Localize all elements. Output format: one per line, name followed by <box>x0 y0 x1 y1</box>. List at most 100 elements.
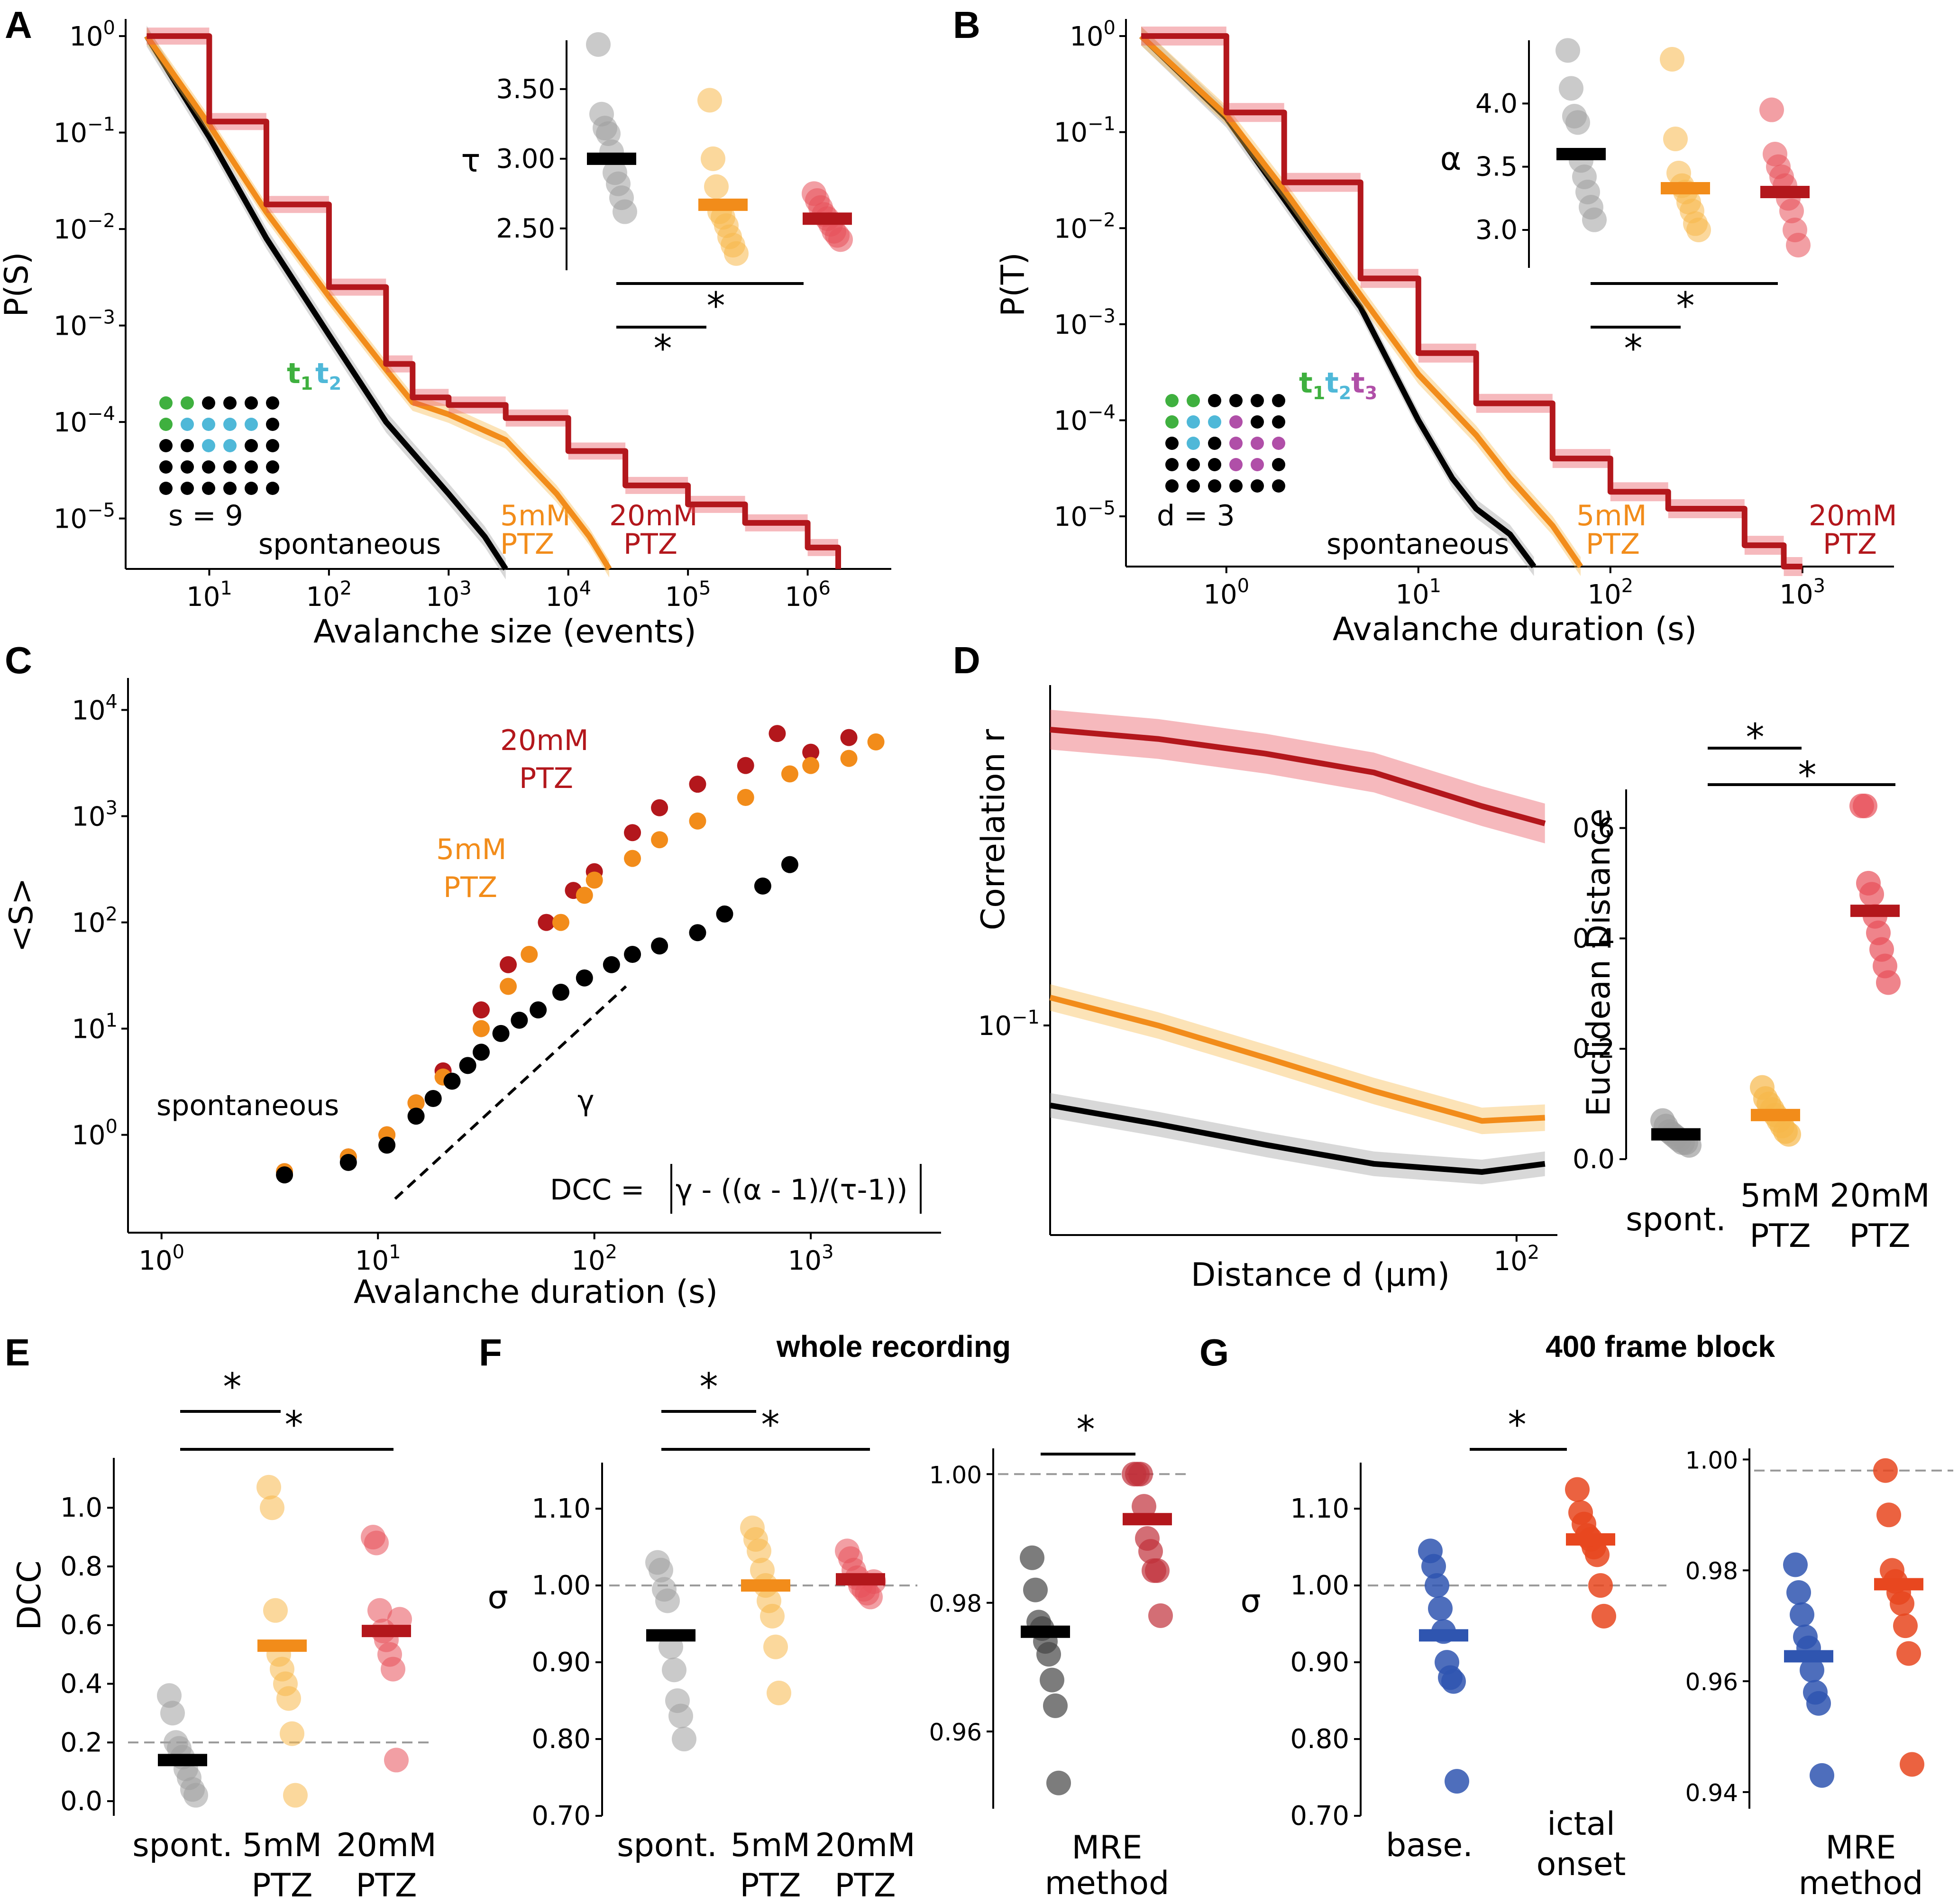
panel-g-right-y-tick-label: 0.94 <box>1685 1779 1738 1807</box>
panel-g: 400 frame block σ * MRE method 0.70 0.80 0… <box>1240 1329 1953 1902</box>
panel-b-20mm-ptz-label: PTZ <box>1823 528 1877 561</box>
panel-e-sig-star-2: * <box>285 1404 303 1446</box>
panel-e-1-category-label: PTZ <box>251 1867 312 1904</box>
panel-g-left-group-1-point <box>1588 1573 1613 1598</box>
panel-f-mre-label-line2: method <box>1045 1865 1170 1902</box>
panel-b-electrode-dot <box>1272 415 1285 429</box>
panel-e-y-tick-label: 0.6 <box>60 1610 102 1641</box>
panel-e-group-0-point <box>183 1783 208 1808</box>
panel-e-group-1-point <box>283 1783 308 1808</box>
panel-c-y-tick-label: 104 <box>72 691 118 726</box>
panel-a-inset-y-tick-label: 3.00 <box>496 144 555 174</box>
panel-e-group-2-point <box>384 1748 409 1773</box>
panel-f-right-group-0-point <box>1023 1577 1048 1602</box>
panel-b-inset-group-1-point <box>1686 218 1711 242</box>
panel-c-point-5mm-ptz <box>737 789 754 806</box>
panel-e-group-2-point <box>364 1530 389 1556</box>
panel-d-inset-sig-star-2: * <box>1798 754 1817 797</box>
panel-d-inset-group-2-point <box>1876 970 1901 995</box>
panel-b-inset-group-0-point <box>1582 207 1607 232</box>
panel-b-y-tick-label: 10−1 <box>1054 113 1116 148</box>
panel-c-point-5mm-ptz <box>576 887 593 904</box>
panel-a-electrode-dot <box>202 482 215 495</box>
panel-a-inset-y-tick-label: 2.50 <box>496 213 555 244</box>
panel-a-electrode-dot <box>245 482 258 495</box>
panel-b-inset-y-tick-label: 4.0 <box>1475 88 1518 119</box>
panel-a-x-tick-label: 106 <box>785 577 831 613</box>
panel-c-point-spontaneous <box>443 1072 461 1090</box>
panel-b-electrode-dot <box>1272 479 1285 493</box>
panel-b-electrode-dot <box>1187 437 1200 450</box>
panel-b-electrode-grid <box>1165 394 1285 493</box>
panel-d-inset-y-tick-label: 0.4 <box>1573 923 1615 954</box>
panel-d-inset-1-category-label: PTZ <box>1749 1217 1811 1255</box>
panel-g-right-y-tick-label: 1.00 <box>1685 1446 1738 1474</box>
panel-b-inset-group-2-point <box>1786 233 1811 257</box>
panel-c-point-spontaneous <box>603 956 620 973</box>
panel-c-point-20mm-ptz <box>769 725 786 742</box>
panel-b-electrode-dot <box>1165 458 1179 471</box>
panel-a-y-tick-label: 10−3 <box>54 307 115 342</box>
panel-e-y-tick-label: 0.0 <box>60 1786 102 1817</box>
panel-b-ylabel: P(T) <box>995 252 1032 317</box>
panel-c-point-spontaneous <box>716 905 733 923</box>
panel-f-right-group-0-point <box>1040 1667 1064 1693</box>
panel-b-inset-group-1-point <box>1660 47 1684 72</box>
panel-f-left-y-tick-label: 0.80 <box>531 1724 591 1755</box>
panel-label-e: E <box>5 1331 30 1373</box>
panel-a-series-0-band <box>146 26 506 580</box>
panel-b-electrode-dot <box>1165 479 1179 493</box>
panel-g-right-y-tick-label: 0.96 <box>1685 1668 1738 1696</box>
panel-c-x-tick-label: 103 <box>788 1241 834 1276</box>
panel-g-left-0-category-label: base. <box>1386 1827 1473 1864</box>
panel-d-inset-y-tick-label: 0.6 <box>1573 813 1615 843</box>
panel-f-left-1-category-label: 5mM <box>731 1827 810 1864</box>
panel-c-point-spontaneous <box>459 1057 476 1074</box>
panel-b-inset-group-2-point <box>1759 97 1784 122</box>
panel-c-y-tick-label: 101 <box>72 1010 118 1045</box>
panel-b-5mm-label: 5mM <box>1576 499 1647 532</box>
panel-f-sig-star-1: * <box>700 1366 718 1409</box>
panel-c-point-spontaneous <box>424 1089 442 1107</box>
panel-c-spontaneous-label: spontaneous <box>156 1089 339 1122</box>
panel-a-electrode-dot <box>223 482 237 495</box>
panel-b-series-2-line <box>1141 33 1802 569</box>
panel-a-electrode-dot <box>159 460 173 474</box>
panel-b-series-0-line <box>1139 34 1537 568</box>
panel-c-point-5mm-ptz <box>624 850 641 867</box>
panel-d-y-tick-label: 10−1 <box>978 1007 1040 1042</box>
panel-a-inset-group-1-point <box>704 174 729 199</box>
panel-c-point-spontaneous <box>530 1001 547 1019</box>
panel-c-5mm-ptz-label: PTZ <box>443 871 497 904</box>
panel-c-point-spontaneous <box>511 1011 528 1029</box>
panel-d-series-1-line <box>1049 995 1546 1124</box>
panel-a-series-1-band <box>146 27 610 578</box>
panel-a-x-tick-label: 104 <box>545 577 591 613</box>
panel-b-legend-t1: t1 <box>1299 366 1325 403</box>
panel-b-y-tick-label: 10−3 <box>1054 305 1116 340</box>
panel-e-group-1-point <box>280 1721 304 1746</box>
panel-a-electrode-dot <box>181 439 194 452</box>
panel-b-electrode-dot <box>1165 437 1179 450</box>
panel-e-1-category-label: 5mM <box>242 1827 322 1864</box>
panel-c-point-spontaneous <box>472 1044 490 1061</box>
panel-g-right-y-tick-label: 0.98 <box>1685 1557 1738 1585</box>
panel-a-legend-t2: t2 <box>315 357 341 394</box>
panel-c-5mm-label: 5mM <box>436 833 506 866</box>
panel-label-g: G <box>1199 1331 1229 1373</box>
panel-b: P(T) Avalanche duration (s) spontaneous … <box>995 17 1897 648</box>
panel-a-electrode-dot <box>223 460 237 474</box>
panel-b-electrode-dot <box>1208 394 1221 407</box>
panel-d-series-0-line <box>1050 727 1546 826</box>
panel-e-0-category-label: spont. <box>132 1827 233 1864</box>
panel-a-electrode-dot <box>181 418 194 431</box>
panel-g-left-y-tick-label: 1.00 <box>1290 1570 1349 1601</box>
panel-c-point-20mm-ptz <box>802 743 820 761</box>
panel-a-legend-t1: t1 <box>287 357 313 394</box>
panel-c-point-20mm-ptz <box>624 824 641 842</box>
panel-c-point-spontaneous <box>651 937 668 955</box>
panel-a-spontaneous-label: spontaneous <box>258 528 441 561</box>
panel-f-left-group-0-point <box>655 1588 680 1613</box>
panel-a-inset-ylabel: τ <box>461 142 481 180</box>
panel-c-point-5mm-ptz <box>651 831 668 849</box>
